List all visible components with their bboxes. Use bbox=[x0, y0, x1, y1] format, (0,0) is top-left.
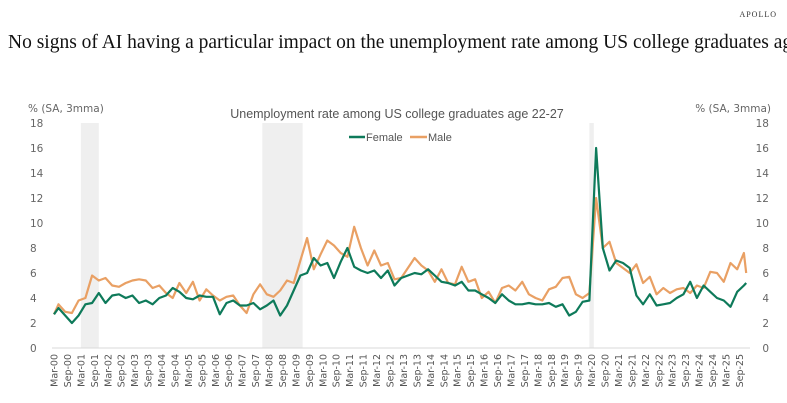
x-tick-label: Sep-24 bbox=[708, 354, 719, 387]
x-tick-label: Sep-08 bbox=[278, 354, 289, 387]
x-tick-label: Sep-20 bbox=[601, 354, 612, 387]
x-tick-label: Mar-08 bbox=[265, 354, 276, 387]
x-tick-label: Sep-16 bbox=[493, 354, 504, 387]
x-tick-label: Sep-07 bbox=[251, 354, 262, 387]
x-tick-label: Mar-18 bbox=[533, 354, 544, 387]
x-tick-label: Sep-03 bbox=[144, 354, 155, 387]
x-tick-label: Mar-23 bbox=[668, 354, 679, 387]
x-tick-label: Sep-10 bbox=[332, 354, 343, 387]
x-tick-label: Sep-06 bbox=[224, 354, 235, 387]
y-tick-label-left: 0 bbox=[30, 343, 37, 355]
x-tick-label: Sep-17 bbox=[520, 354, 531, 387]
x-tick-label: Mar-13 bbox=[399, 354, 410, 387]
y-tick-label-left: 14 bbox=[30, 168, 44, 180]
x-tick-label: Mar-06 bbox=[211, 354, 222, 387]
x-tick-label: Mar-17 bbox=[506, 354, 517, 387]
y-tick-label-left: 18 bbox=[30, 118, 43, 130]
y-tick-label-left: 2 bbox=[30, 318, 37, 330]
y-axis-label-left: % (SA, 3mma) bbox=[28, 103, 104, 115]
x-tick-label: Mar-09 bbox=[291, 354, 302, 387]
x-tick-label: Mar-12 bbox=[372, 354, 383, 387]
x-tick-label: Sep-02 bbox=[117, 354, 128, 387]
x-tick-label: Sep-25 bbox=[735, 354, 746, 387]
x-tick-label: Mar-02 bbox=[103, 354, 114, 387]
y-tick-label-left: 16 bbox=[30, 143, 44, 155]
x-tick-label: Sep-23 bbox=[681, 354, 692, 387]
series-line-female bbox=[53, 146, 748, 325]
x-tick-label: Mar-24 bbox=[695, 354, 706, 387]
x-tick-label: Mar-16 bbox=[480, 354, 491, 387]
x-tick-label: Mar-21 bbox=[614, 354, 625, 387]
series-line-male bbox=[52, 196, 748, 315]
chart-title: Unemployment rate among US college gradu… bbox=[230, 107, 564, 121]
x-tick-label: Mar-07 bbox=[238, 354, 249, 387]
x-tick-label: Sep-00 bbox=[63, 354, 74, 387]
x-tick-label: Sep-11 bbox=[359, 354, 370, 387]
x-tick-label: Sep-13 bbox=[412, 354, 423, 387]
y-tick-label-right: 0 bbox=[762, 343, 769, 355]
x-tick-label: Sep-21 bbox=[627, 354, 638, 387]
headline: No signs of AI having a particular impac… bbox=[8, 32, 787, 53]
y-tick-label-right: 6 bbox=[762, 268, 769, 280]
legend: Female Male bbox=[349, 132, 452, 144]
x-tick-label: Mar-22 bbox=[641, 354, 652, 387]
y-tick-label-right: 16 bbox=[756, 143, 770, 155]
y-tick-label-right: 2 bbox=[762, 318, 769, 330]
x-tick-label: Mar-19 bbox=[560, 354, 571, 387]
legend-label-male: Male bbox=[428, 132, 452, 144]
y-axis-label-right: % (SA, 3mma) bbox=[695, 103, 771, 115]
y-ticks: 0 0 2 2 4 4 6 6 8 8 10 10 12 12 14 14 16 16 18 18 bbox=[30, 118, 769, 355]
y-tick-label-right: 14 bbox=[756, 168, 770, 180]
y-tick-label-right: 4 bbox=[762, 293, 769, 305]
recession-band bbox=[80, 123, 99, 348]
x-tick-label: Mar-00 bbox=[50, 354, 61, 387]
x-tick-label: Mar-14 bbox=[426, 354, 437, 387]
x-tick-label: Mar-20 bbox=[587, 354, 598, 387]
y-tick-label-right: 18 bbox=[756, 118, 769, 130]
brand-logo: APOLLO bbox=[739, 10, 777, 19]
x-tick-label: Mar-05 bbox=[184, 354, 195, 387]
series-lines bbox=[52, 146, 748, 325]
x-tick-label: Sep-05 bbox=[197, 354, 208, 387]
x-tick-label: Sep-14 bbox=[439, 354, 450, 387]
y-tick-label-left: 8 bbox=[30, 243, 37, 255]
x-tick-label: Mar-01 bbox=[76, 354, 87, 387]
x-tick-label: Mar-11 bbox=[345, 354, 356, 387]
x-tick-label: Mar-25 bbox=[722, 354, 733, 387]
y-tick-label-right: 8 bbox=[762, 243, 769, 255]
x-ticks: Mar-00 Sep-00 Mar-01 Sep-01 Mar-02 Sep-02 Mar-… bbox=[50, 354, 746, 387]
y-tick-label-right: 12 bbox=[756, 193, 769, 205]
recession-shading bbox=[80, 123, 594, 348]
x-tick-label: Mar-03 bbox=[130, 354, 141, 387]
x-tick-label: Sep-22 bbox=[654, 354, 665, 387]
recession-band bbox=[262, 123, 303, 348]
y-tick-label-left: 6 bbox=[30, 268, 37, 280]
x-tick-label: Sep-12 bbox=[386, 354, 397, 387]
x-tick-label: Sep-15 bbox=[466, 354, 477, 387]
x-tick-label: Mar-10 bbox=[318, 354, 329, 387]
y-tick-label-left: 10 bbox=[30, 218, 43, 230]
legend-label-female: Female bbox=[366, 132, 403, 144]
y-tick-label-left: 4 bbox=[30, 293, 37, 305]
y-tick-label-left: 12 bbox=[30, 193, 43, 205]
x-tick-label: Sep-18 bbox=[547, 354, 558, 387]
x-tick-label: Sep-19 bbox=[574, 354, 585, 387]
x-tick-label: Sep-09 bbox=[305, 354, 316, 387]
x-tick-label: Mar-15 bbox=[453, 354, 464, 387]
y-tick-label-right: 10 bbox=[756, 218, 769, 230]
x-tick-label: Sep-04 bbox=[170, 354, 181, 387]
x-tick-label: Mar-04 bbox=[157, 354, 168, 387]
x-tick-label: Sep-01 bbox=[90, 354, 101, 387]
